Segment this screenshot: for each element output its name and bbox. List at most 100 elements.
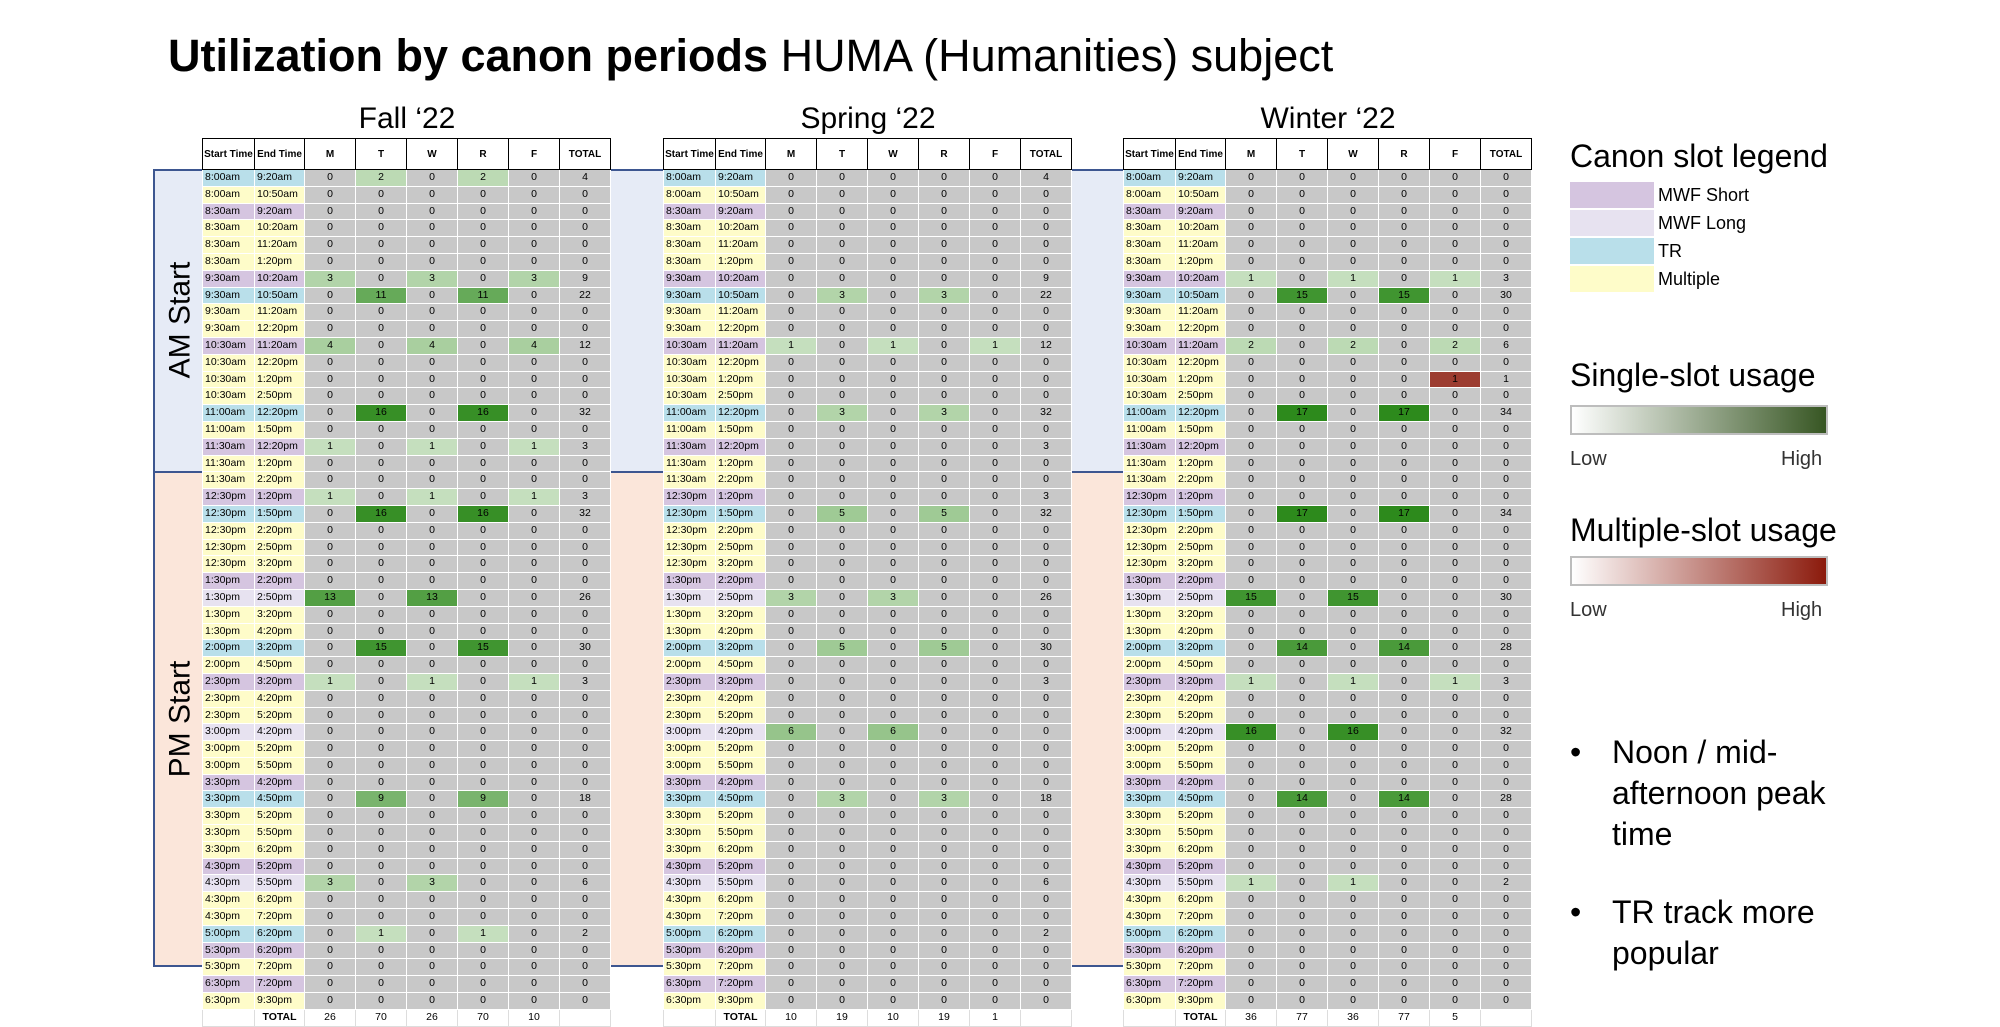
value-cell: 0 xyxy=(867,555,919,574)
table-row: 6:30pm 7:20pm 0 0 0 0 0 0 xyxy=(663,975,1072,994)
end-time-cell: 12:20pm xyxy=(254,320,305,338)
table-row: 3:30pm 6:20pm 0 0 0 0 0 0 xyxy=(1123,840,1532,859)
end-time-cell: 2:20pm xyxy=(254,572,305,590)
row-total-cell: 0 xyxy=(1020,941,1072,960)
table-row: 12:30pm 3:20pm 0 0 0 0 0 0 xyxy=(1123,555,1532,574)
value-cell: 0 xyxy=(867,286,919,305)
value-cell: 0 xyxy=(969,420,1021,439)
start-time-cell: 3:00pm xyxy=(663,756,716,775)
value-cell: 0 xyxy=(304,622,356,641)
value-cell: 0 xyxy=(304,790,356,809)
row-total-cell: 0 xyxy=(559,723,611,742)
value-cell: 0 xyxy=(816,572,868,590)
value-cell: 0 xyxy=(1378,908,1430,926)
header-end-time: End Time xyxy=(1175,138,1226,170)
value-cell: 0 xyxy=(1378,169,1430,187)
value-cell: 0 xyxy=(1378,958,1430,977)
value-cell: 0 xyxy=(816,807,868,826)
end-time-cell: 3:20pm xyxy=(254,555,305,574)
value-cell: 0 xyxy=(406,790,458,809)
table-row: 3:30pm 5:20pm 0 0 0 0 0 0 xyxy=(1123,807,1532,826)
value-cell: 0 xyxy=(304,605,356,624)
value-cell: 0 xyxy=(508,723,560,742)
value-cell: 0 xyxy=(969,874,1021,893)
start-time-cell: 8:30am xyxy=(202,219,255,238)
value-cell: 0 xyxy=(867,538,919,557)
value-cell: 0 xyxy=(1276,185,1328,204)
value-cell: 0 xyxy=(508,370,560,389)
row-total-cell: 0 xyxy=(1480,555,1532,574)
value-cell: 0 xyxy=(969,756,1021,775)
value-cell: 0 xyxy=(765,908,817,926)
table-row: 8:30am 10:20am 0 0 0 0 0 0 xyxy=(1123,219,1532,238)
value-cell: 0 xyxy=(1276,538,1328,557)
end-time-cell: 5:20pm xyxy=(715,740,766,758)
start-time-cell: 12:30pm xyxy=(202,555,255,574)
table-row: 3:00pm 5:20pm 0 0 0 0 0 0 xyxy=(1123,740,1532,758)
end-time-cell: 6:20pm xyxy=(1175,891,1226,910)
end-time-cell: 12:20pm xyxy=(715,320,766,338)
value-cell: 0 xyxy=(355,723,407,742)
end-time-cell: 9:20am xyxy=(715,169,766,187)
value-cell: 0 xyxy=(969,891,1021,910)
end-time-cell: 12:20pm xyxy=(715,437,766,456)
value-cell: 0 xyxy=(867,874,919,893)
start-time-cell: 5:00pm xyxy=(1123,924,1176,943)
table-row: 4:30pm 7:20pm 0 0 0 0 0 0 xyxy=(1123,908,1532,926)
table-row: 3:30pm 4:20pm 0 0 0 0 0 0 xyxy=(1123,773,1532,792)
value-cell: 0 xyxy=(1327,286,1379,305)
totals-blank-cell xyxy=(202,1008,255,1027)
start-time-cell: 10:30am xyxy=(1123,353,1176,372)
value-cell: 0 xyxy=(406,471,458,490)
value-cell: 0 xyxy=(969,538,1021,557)
value-cell: 0 xyxy=(1276,824,1328,842)
value-cell: 0 xyxy=(918,320,970,338)
value-cell: 0 xyxy=(1225,353,1277,372)
column-total-cell: 10 xyxy=(867,1008,919,1027)
value-cell: 0 xyxy=(406,773,458,792)
start-time-cell: 3:30pm xyxy=(1123,807,1176,826)
table-row: 4:30pm 6:20pm 0 0 0 0 0 0 xyxy=(202,891,611,910)
value-cell: 0 xyxy=(1276,454,1328,473)
value-cell: 0 xyxy=(867,908,919,926)
end-time-cell: 2:50pm xyxy=(715,387,766,406)
value-cell: 0 xyxy=(765,370,817,389)
row-total-cell: 3 xyxy=(1020,488,1072,506)
value-cell: 0 xyxy=(1276,488,1328,506)
table-row: 12:30pm 3:20pm 0 0 0 0 0 0 xyxy=(663,555,1072,574)
start-time-cell: 12:30pm xyxy=(202,504,255,523)
value-cell: 0 xyxy=(867,236,919,254)
bullet-text: TR track more popular xyxy=(1612,894,1815,971)
end-time-cell: 2:50pm xyxy=(1175,387,1226,406)
value-cell: 0 xyxy=(1276,958,1328,977)
value-cell: 0 xyxy=(457,908,509,926)
start-time-cell: 8:30am xyxy=(202,236,255,254)
value-cell: 0 xyxy=(1429,807,1481,826)
value-cell: 4 xyxy=(508,336,560,355)
value-cell: 0 xyxy=(1276,807,1328,826)
value-cell: 1 xyxy=(508,437,560,456)
value-cell: 0 xyxy=(1276,303,1328,322)
value-cell: 1 xyxy=(1327,269,1379,288)
value-cell: 0 xyxy=(304,891,356,910)
value-cell: 0 xyxy=(457,672,509,691)
value-cell: 0 xyxy=(1276,169,1328,187)
start-time-cell: 9:30am xyxy=(663,320,716,338)
value-cell: 0 xyxy=(1378,824,1430,842)
row-total-cell: 0 xyxy=(1480,437,1532,456)
table-row: 9:30am 10:50am 0 11 0 11 0 22 xyxy=(202,286,611,305)
value-cell: 0 xyxy=(304,807,356,826)
end-time-cell: 10:20am xyxy=(254,269,305,288)
end-time-cell: 5:20pm xyxy=(1175,807,1226,826)
value-cell: 0 xyxy=(765,824,817,842)
end-time-cell: 10:50am xyxy=(1175,185,1226,204)
value-cell: 0 xyxy=(816,185,868,204)
table-row: 1:30pm 2:50pm 3 0 3 0 0 26 xyxy=(663,588,1072,607)
value-cell: 0 xyxy=(457,656,509,674)
value-cell: 0 xyxy=(508,706,560,725)
start-time-cell: 4:30pm xyxy=(1123,891,1176,910)
value-cell: 0 xyxy=(816,840,868,859)
start-time-cell: 12:30pm xyxy=(1123,555,1176,574)
value-cell: 0 xyxy=(1327,706,1379,725)
end-time-cell: 2:50pm xyxy=(715,588,766,607)
